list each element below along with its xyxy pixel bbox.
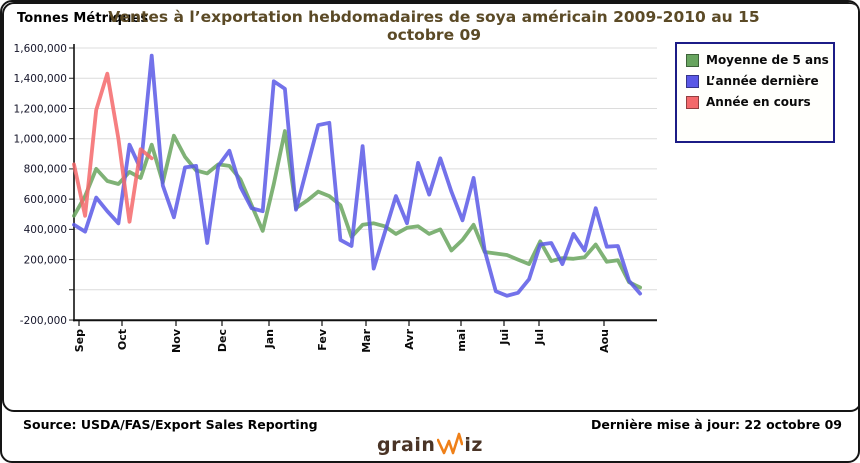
legend-swatch-green bbox=[686, 53, 699, 67]
legend-label: L’année dernière bbox=[706, 74, 819, 88]
grainwiz-logo: grain iz bbox=[2, 432, 858, 458]
x-axis-month-labels: Sep Oct Nov Dec Jan Fev Mar Avr mai Jui Jul Aou bbox=[73, 328, 611, 353]
y-axis-tick-labels: 1,600,000 1,400,000 1,200,000 1,000,000 800,… bbox=[14, 43, 67, 327]
chart-legend: Moyenne de 5 ans L’année dernière Année … bbox=[675, 42, 835, 143]
svg-text:200,000: 200,000 bbox=[24, 254, 67, 266]
svg-text:800,000: 800,000 bbox=[24, 164, 67, 176]
svg-text:400,000: 400,000 bbox=[24, 224, 67, 236]
svg-text:Oct: Oct bbox=[116, 329, 129, 350]
svg-text:Jui: Jui bbox=[498, 329, 511, 346]
svg-text:mai: mai bbox=[455, 329, 468, 352]
svg-text:600,000: 600,000 bbox=[24, 194, 67, 206]
axes bbox=[69, 44, 657, 326]
legend-item-last-year: L’année dernière bbox=[686, 74, 825, 88]
series-lines bbox=[72, 53, 642, 298]
svg-text:1,200,000: 1,200,000 bbox=[14, 103, 67, 115]
y-axis-unit-label: Tonnes Métriques bbox=[17, 11, 149, 26]
svg-text:Aou: Aou bbox=[598, 329, 611, 353]
svg-text:1,600,000: 1,600,000 bbox=[14, 43, 67, 55]
legend-label: Moyenne de 5 ans bbox=[706, 53, 829, 67]
svg-text:Nov: Nov bbox=[170, 328, 183, 353]
svg-text:Dec: Dec bbox=[216, 329, 229, 352]
logo-text-iz: iz bbox=[464, 433, 483, 456]
source-attribution: Source: USDA/FAS/Export Sales Reporting bbox=[23, 417, 318, 432]
chart-panel: Tonnes Métriques Ventes à l’exportation … bbox=[2, 2, 858, 412]
legend-label: Année en cours bbox=[706, 95, 811, 109]
svg-text:Jan: Jan bbox=[263, 329, 276, 349]
last-updated-date: Dernière mise à jour: 22 octobre 09 bbox=[591, 417, 842, 432]
legend-item-current-year: Année en cours bbox=[686, 95, 825, 109]
svg-text:Sep: Sep bbox=[73, 329, 86, 352]
svg-text:Jul: Jul bbox=[533, 329, 546, 346]
export-sales-line-chart: 1,600,000 1,400,000 1,200,000 1,000,000 800,… bbox=[14, 43, 657, 353]
svg-text:Avr: Avr bbox=[403, 328, 416, 349]
svg-text:1,400,000: 1,400,000 bbox=[14, 73, 67, 85]
chart-title: Ventes à l’exportation hebdomadaires de … bbox=[108, 8, 760, 44]
svg-text:1,000,000: 1,000,000 bbox=[14, 133, 67, 145]
legend-swatch-red bbox=[686, 95, 699, 109]
svg-text:Mar: Mar bbox=[360, 328, 373, 352]
svg-text:Fev: Fev bbox=[316, 328, 329, 351]
legend-item-5yr-average: Moyenne de 5 ans bbox=[686, 53, 829, 67]
svg-text:-200,000: -200,000 bbox=[20, 315, 67, 327]
logo-text-grain: grain bbox=[377, 433, 436, 456]
legend-swatch-blue bbox=[686, 74, 699, 88]
logo-trendline-w-icon bbox=[437, 432, 464, 455]
